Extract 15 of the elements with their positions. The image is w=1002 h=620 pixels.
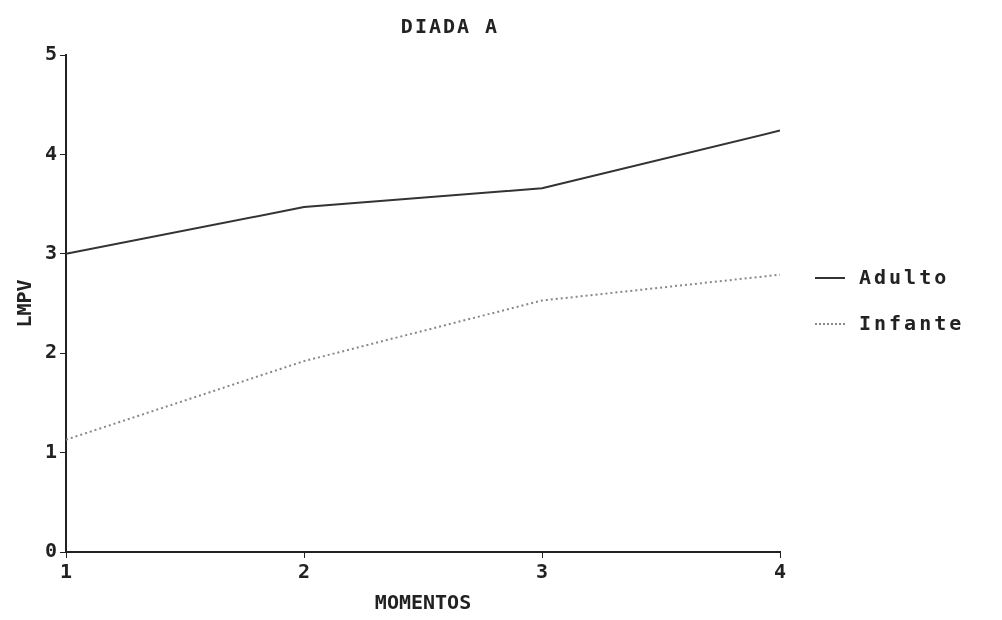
x-axis-title: MOMENTOS	[374, 590, 472, 615]
y-tick-label: 5	[44, 41, 58, 66]
x-tick-label: 2	[298, 559, 311, 584]
line-series	[66, 273, 780, 441]
chart-title: DIADA A	[399, 14, 501, 38]
y-tick-label: 4	[44, 140, 58, 165]
y-tick-label: 0	[44, 538, 58, 563]
legend-label: Infante	[859, 311, 966, 335]
x-tick-label: 4	[773, 559, 787, 584]
y-tick-label: 1	[44, 438, 58, 463]
y-tick-label: 3	[44, 240, 58, 264]
legend-label: Adulto	[859, 265, 951, 289]
y-tick-label: 2	[44, 339, 58, 364]
y-axis-title: LMPV	[12, 279, 37, 328]
x-tick-label: 3	[535, 559, 549, 584]
